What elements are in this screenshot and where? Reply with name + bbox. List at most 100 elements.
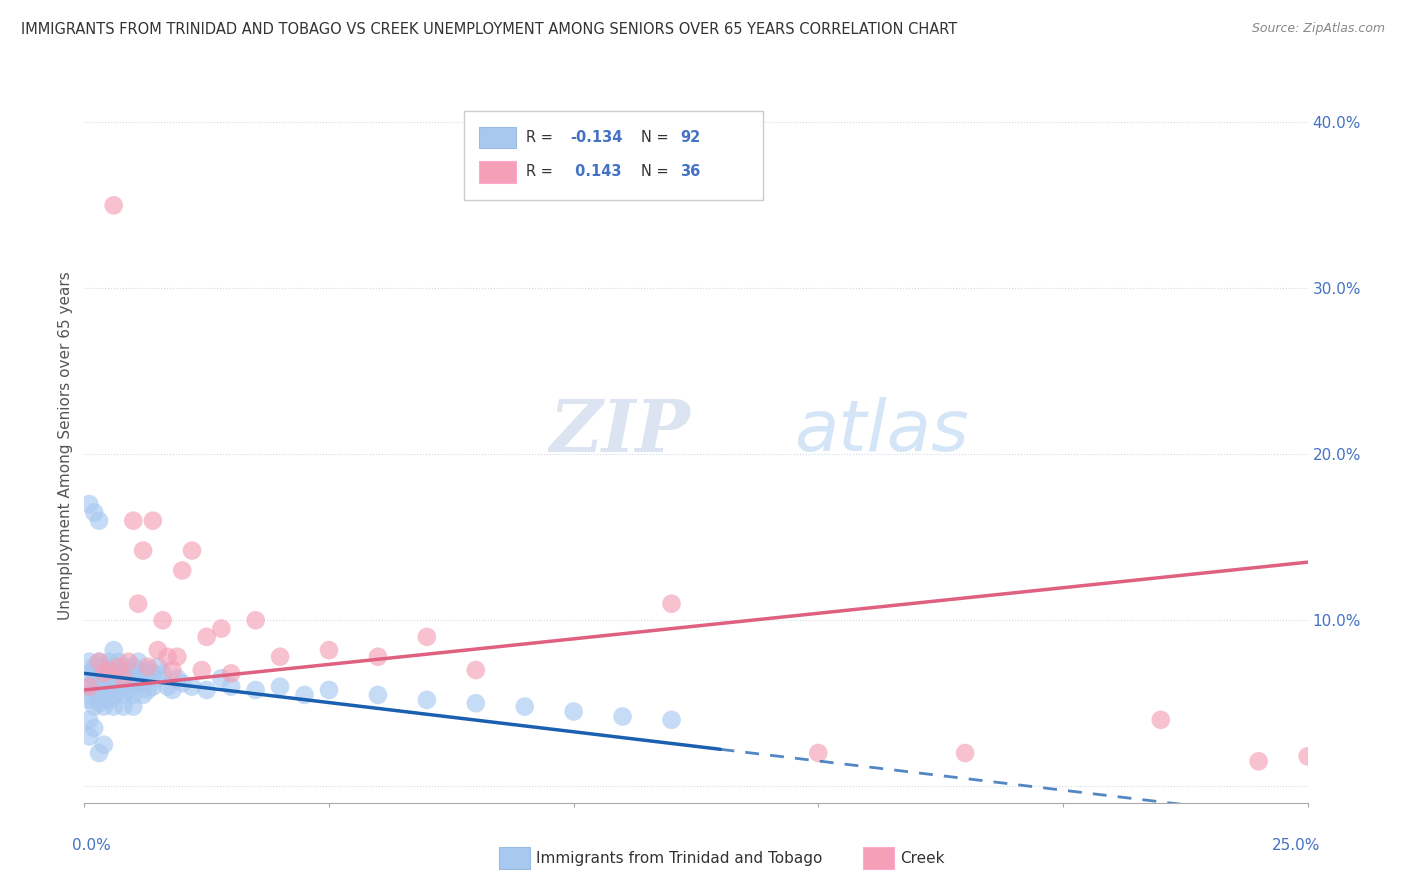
Point (136, 663, 159, 677)
Point (112, 688, 135, 702)
Point (77, 693, 100, 707)
Text: atlas: atlas (794, 397, 969, 467)
Point (464, 663, 486, 677)
Point (107, 659, 129, 673)
Point (97, 671, 120, 685)
Point (318, 682, 340, 697)
Point (127, 663, 149, 677)
Point (181, 680, 204, 694)
Point (107, 682, 129, 697)
Point (132, 543, 155, 558)
Point (103, 699, 125, 714)
Point (112, 659, 135, 673)
Point (122, 666, 145, 681)
Point (162, 682, 184, 697)
Point (107, 676, 129, 690)
Point (97, 693, 120, 707)
Point (93, 666, 115, 681)
Text: 92: 92 (681, 130, 700, 145)
Text: R =: R = (526, 164, 557, 179)
Point (83, 721, 105, 735)
Point (77, 497, 100, 511)
Point (117, 663, 139, 677)
Text: N =: N = (641, 164, 673, 179)
Point (172, 564, 194, 578)
Point (209, 622, 232, 636)
Point (77, 655, 100, 669)
Point (83, 682, 105, 697)
Point (416, 630, 439, 644)
Point (156, 649, 179, 664)
Point (122, 659, 145, 673)
Point (93, 699, 115, 714)
Point (112, 699, 135, 714)
Point (142, 666, 165, 681)
Point (103, 659, 125, 673)
Point (87, 671, 110, 685)
Point (612, 709, 634, 723)
Point (294, 688, 316, 702)
Point (103, 198, 125, 212)
Point (136, 671, 159, 685)
Point (83, 505, 105, 519)
Point (87, 682, 110, 697)
Point (142, 680, 165, 694)
Point (219, 680, 242, 694)
Point (107, 655, 129, 669)
Text: Immigrants from Trinidad and Tobago: Immigrants from Trinidad and Tobago (536, 851, 823, 865)
Point (132, 688, 155, 702)
Point (127, 676, 149, 690)
Text: Source: ZipAtlas.com: Source: ZipAtlas.com (1251, 22, 1385, 36)
Point (136, 659, 159, 673)
Point (83, 671, 105, 685)
Point (807, 746, 830, 760)
Point (195, 630, 218, 644)
Point (1247, 754, 1270, 768)
FancyBboxPatch shape (479, 127, 516, 148)
Point (1296, 749, 1319, 764)
Point (77, 713, 100, 727)
Point (77, 680, 100, 694)
Point (83, 699, 105, 714)
Point (83, 659, 105, 673)
Point (87, 746, 110, 760)
Point (122, 688, 145, 702)
Point (93, 666, 115, 681)
Point (93, 676, 115, 690)
Point (97, 663, 120, 677)
Point (122, 699, 145, 714)
Point (367, 649, 389, 664)
Point (245, 613, 267, 627)
Point (1150, 713, 1173, 727)
Point (112, 676, 135, 690)
Point (513, 699, 536, 714)
Point (103, 643, 125, 657)
Point (318, 643, 340, 657)
Point (152, 666, 174, 681)
Point (181, 543, 204, 558)
Point (245, 682, 267, 697)
Point (93, 738, 115, 752)
Point (953, 746, 976, 760)
Point (142, 514, 165, 528)
Point (166, 671, 188, 685)
Point (127, 597, 149, 611)
Point (87, 655, 110, 669)
Point (97, 682, 120, 697)
Point (269, 649, 291, 664)
Point (117, 671, 139, 685)
Point (77, 688, 100, 702)
Point (93, 659, 115, 673)
Point (661, 713, 683, 727)
Text: 0.143: 0.143 (569, 164, 621, 179)
Point (122, 514, 145, 528)
Point (132, 666, 155, 681)
Point (195, 682, 218, 697)
Text: -0.134: -0.134 (569, 130, 623, 145)
Point (661, 597, 683, 611)
Point (132, 676, 155, 690)
Point (269, 680, 291, 694)
Point (87, 514, 110, 528)
Point (107, 671, 129, 685)
Point (103, 688, 125, 702)
